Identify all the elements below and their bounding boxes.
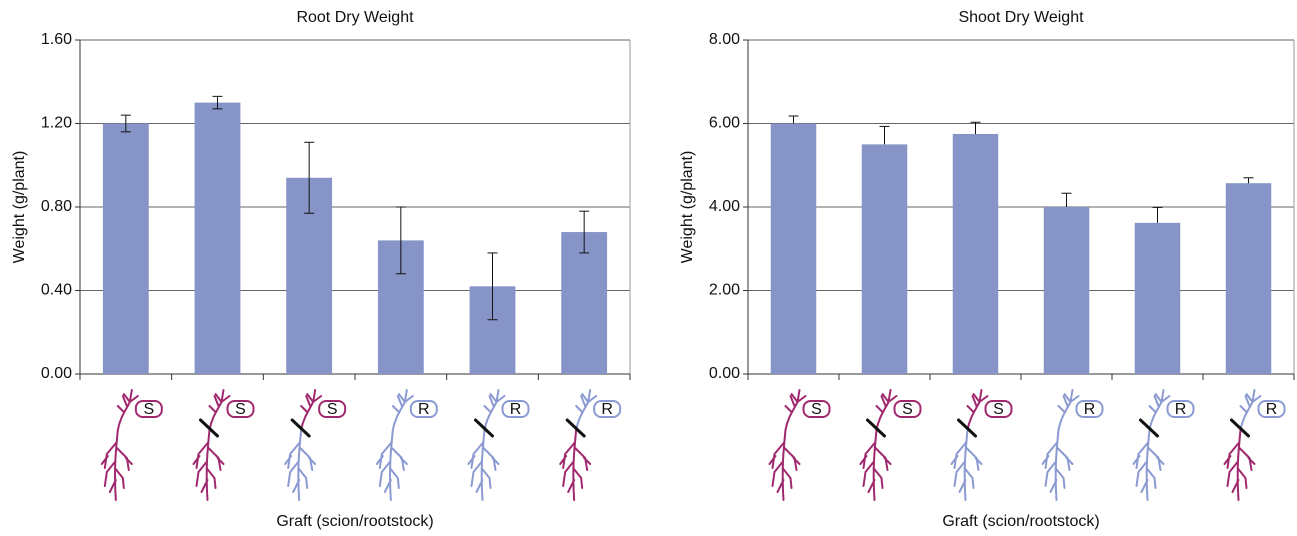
- x-axis-label: Graft (scion/rootstock): [276, 513, 433, 530]
- scion-letter: S: [993, 401, 1004, 418]
- y-axis-label: Weight (g/plant): [11, 151, 28, 264]
- graft-icon: S: [102, 390, 162, 500]
- scion-letter: S: [143, 401, 154, 418]
- y-tick-label: 2.00: [709, 282, 740, 299]
- scion-letter: S: [327, 401, 338, 418]
- x-axis-label: Graft (scion/rootstock): [942, 513, 1099, 530]
- chart-title: Root Dry Weight: [296, 9, 414, 26]
- bar: [103, 124, 149, 375]
- rootstock-root: [194, 430, 224, 500]
- rootstock-root: [1225, 430, 1255, 500]
- scion-letter: S: [235, 401, 246, 418]
- scion-letter: S: [811, 401, 822, 418]
- rootstock-root: [1134, 430, 1164, 500]
- scion-letter: R: [1175, 401, 1187, 418]
- y-tick-label: 0.00: [709, 365, 740, 382]
- rootstock-root: [102, 430, 132, 500]
- scion-letter: R: [1266, 401, 1278, 418]
- error-bar: [880, 126, 890, 144]
- error-bar: [789, 116, 799, 124]
- rootstock-root: [377, 430, 407, 500]
- bar: [771, 124, 817, 375]
- graft-icon: R: [1043, 390, 1103, 500]
- scion-letter: R: [1084, 401, 1096, 418]
- rootstock-root: [560, 430, 590, 500]
- figure: Root Dry Weight Weight (g/plant) Graft (sc…: [0, 0, 1297, 536]
- y-tick-label: 8.00: [709, 31, 740, 48]
- y-tick-label: 0.00: [41, 365, 72, 382]
- graft-icon: R: [377, 390, 437, 500]
- bar: [1044, 207, 1090, 374]
- y-tick-label: 0.40: [41, 282, 72, 299]
- graft-icon: S: [770, 390, 830, 500]
- scion-letter: R: [601, 401, 613, 418]
- rootstock-root: [1043, 430, 1073, 500]
- y-tick-label: 1.60: [41, 31, 72, 48]
- graft-icon: S: [285, 390, 345, 500]
- y-axis-label: Weight (g/plant): [679, 151, 696, 264]
- rootstock-root: [861, 430, 891, 500]
- scion-letter: S: [902, 401, 913, 418]
- graft-icon: S: [194, 390, 254, 500]
- rootstock-root: [469, 430, 499, 500]
- bar: [953, 134, 999, 374]
- graft-icon: S: [952, 390, 1012, 500]
- y-tick-label: 1.20: [41, 115, 72, 132]
- error-bar: [971, 122, 981, 134]
- error-bar: [1244, 178, 1254, 183]
- y-tick-label: 4.00: [709, 198, 740, 215]
- graft-icon: R: [560, 390, 620, 500]
- bar: [862, 144, 908, 374]
- rootstock-root: [952, 430, 982, 500]
- rootstock-root: [770, 430, 800, 500]
- rootstock-root: [285, 430, 315, 500]
- scion-letter: R: [418, 401, 430, 418]
- graft-icon: S: [861, 390, 921, 500]
- y-tick-label: 0.80: [41, 198, 72, 215]
- error-bar: [1062, 193, 1072, 207]
- graft-icon: R: [1134, 390, 1194, 500]
- error-bar: [1153, 207, 1163, 222]
- scion-letter: R: [510, 401, 522, 418]
- bar: [195, 103, 241, 374]
- graft-icon: R: [1225, 390, 1285, 500]
- y-tick-label: 6.00: [709, 115, 740, 132]
- bar: [1226, 183, 1272, 374]
- chart-title: Shoot Dry Weight: [958, 9, 1084, 26]
- graft-icon: R: [469, 390, 529, 500]
- bar: [1135, 223, 1181, 374]
